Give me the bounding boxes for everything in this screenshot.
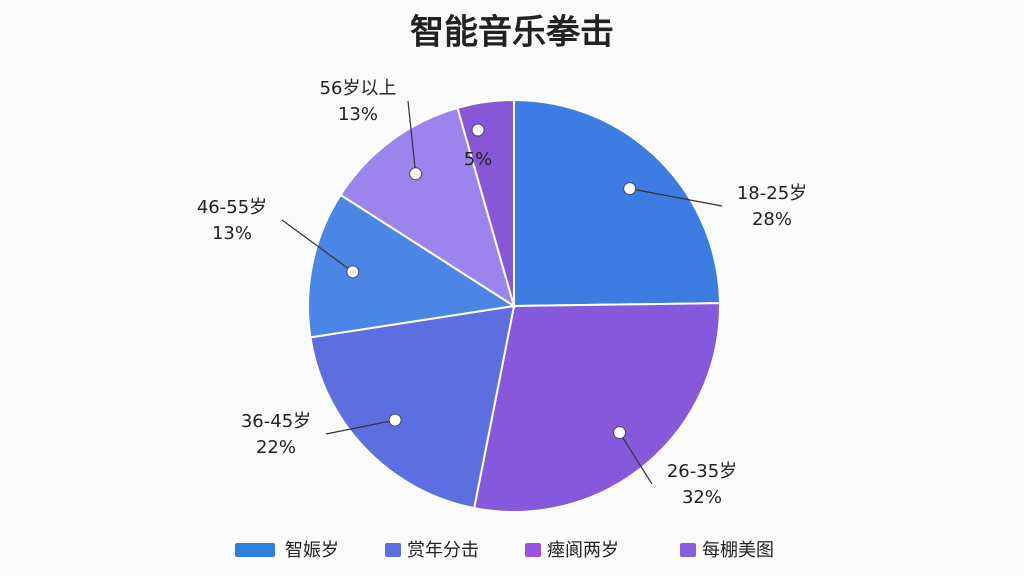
label-dot (346, 265, 360, 279)
pie-slice (472, 302, 721, 513)
slice-category: 26-35岁 (667, 461, 737, 482)
label-dot (388, 413, 402, 427)
slice-category: 56岁以上 (320, 78, 397, 99)
slice-value: 5% (464, 149, 493, 170)
slice-category: 46-55岁 (197, 197, 267, 218)
pie-slice (513, 98, 721, 308)
pie-slice (309, 304, 516, 510)
slice-value: 22% (256, 437, 296, 458)
legend-label: 每棚美图 (702, 540, 774, 561)
pie-slice (456, 98, 515, 307)
legend-swatch (525, 543, 541, 557)
leader-line (407, 100, 417, 174)
label-dot (613, 426, 627, 440)
slice-category: 18-25岁 (737, 183, 807, 204)
leader-line (281, 219, 354, 273)
label-dot (471, 123, 485, 137)
leader-line (619, 432, 653, 485)
slice-value: 28% (752, 209, 792, 230)
legend-label: 智娠岁 (285, 540, 339, 561)
label-dot (409, 167, 423, 181)
slice-value: 13% (338, 104, 378, 125)
legend-swatch (385, 543, 401, 557)
pie-slice (307, 193, 517, 339)
chart-title: 智能音乐拳击 (410, 13, 614, 53)
legend-label: 赏年分击 (407, 540, 479, 561)
leader-line (325, 419, 396, 435)
slice-value: 13% (212, 223, 252, 244)
label-dot (623, 182, 637, 196)
legend-swatch (235, 543, 275, 557)
legend-swatch (680, 543, 696, 557)
leader-line (629, 188, 723, 207)
slice-category: 36-45岁 (241, 411, 311, 432)
slice-value: 32% (682, 487, 722, 508)
legend-label: 瘞阆两岁 (547, 540, 619, 561)
